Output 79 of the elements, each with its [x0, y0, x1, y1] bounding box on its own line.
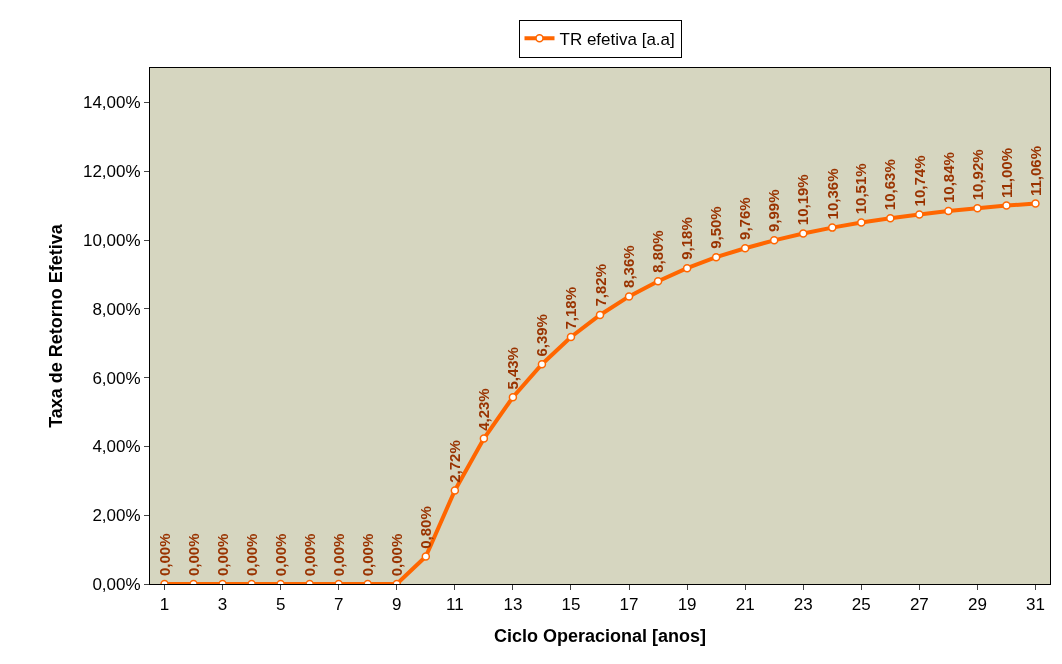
- y-tick-label: 2,00%: [92, 506, 141, 526]
- point: [537, 359, 547, 369]
- point: [450, 486, 460, 495]
- data-label: 9,18%: [678, 217, 696, 260]
- point: [769, 236, 779, 245]
- point: [828, 223, 837, 232]
- data-label: 0,00%: [359, 533, 377, 577]
- point: [566, 332, 576, 342]
- point: [479, 434, 489, 443]
- point: [653, 277, 663, 286]
- x-tick-label: 7: [333, 595, 344, 615]
- x-tick-label: 13: [503, 595, 523, 615]
- data-label: 6,39%: [533, 314, 551, 357]
- y-tick-label: 8,00%: [92, 299, 141, 319]
- data-label: 10,19%: [794, 174, 812, 226]
- x-tick-label: 5: [275, 595, 286, 615]
- data-label: 0,00%: [214, 533, 232, 577]
- data-label: 11,00%: [997, 148, 1015, 199]
- x-tick-label: 27: [909, 595, 929, 615]
- point: [1002, 201, 1011, 210]
- data-label: 9,50%: [707, 206, 725, 249]
- y-tick-label: 14,00%: [82, 93, 141, 113]
- y-axis-title: Taxa de Retorno Efetiva: [46, 223, 67, 428]
- data-label: 2,72%: [445, 440, 463, 483]
- data-label: 10,74%: [911, 155, 929, 207]
- x-tick-label: 25: [851, 595, 871, 615]
- point: [711, 252, 721, 262]
- data-label: 0,00%: [388, 533, 406, 577]
- x-tick-label: 3: [217, 595, 228, 615]
- x-tick-label: 17: [619, 595, 639, 615]
- point: [915, 210, 924, 219]
- y-tick-label: 12,00%: [82, 162, 141, 182]
- data-label: 10,51%: [852, 163, 870, 215]
- point: [886, 214, 895, 223]
- x-tick-label: 31: [1026, 595, 1045, 615]
- data-label: 10,92%: [968, 149, 986, 201]
- point: [508, 392, 518, 402]
- x-tick-label: 9: [392, 595, 402, 615]
- point: [944, 206, 953, 216]
- legend-label: TR efetiva [a.a]: [559, 29, 675, 49]
- data-label: 10,84%: [939, 152, 957, 203]
- x-tick-label: 29: [967, 595, 987, 615]
- x-tick-label: 23: [793, 595, 813, 615]
- point: [740, 244, 750, 253]
- point: [624, 292, 634, 301]
- x-tick-label: 15: [561, 595, 581, 615]
- data-label: 0,00%: [156, 533, 174, 577]
- data-label: 7,18%: [562, 286, 580, 330]
- data-label: 0,00%: [330, 533, 348, 577]
- data-label: 10,63%: [881, 159, 899, 211]
- data-label: 9,99%: [765, 189, 783, 233]
- y-tick-label: 6,00%: [92, 368, 141, 388]
- x-tick-label: 1: [159, 595, 170, 615]
- point: [857, 218, 866, 227]
- data-label: 0,80%: [416, 506, 434, 549]
- x-axis-title: Ciclo Operacional [anos]: [493, 625, 707, 646]
- data-label: 0,00%: [185, 533, 203, 577]
- point: [973, 204, 982, 213]
- x-tick-label: 11: [446, 595, 464, 615]
- data-label: 7,82%: [591, 263, 609, 307]
- data-label: 8,36%: [620, 245, 638, 288]
- x-tick-label: 21: [735, 595, 755, 615]
- point: [595, 310, 605, 320]
- data-label: 0,00%: [243, 533, 261, 577]
- point: [1031, 199, 1040, 208]
- data-label: 0,00%: [272, 533, 290, 577]
- data-label: 8,80%: [649, 230, 667, 273]
- data-label: 0,00%: [301, 533, 319, 577]
- data-label: 4,23%: [474, 388, 492, 431]
- data-label: 10,36%: [824, 168, 842, 220]
- data-label: 9,76%: [736, 197, 754, 240]
- data-label: 11,06%: [1026, 145, 1044, 197]
- x-tick-label: 19: [677, 595, 697, 615]
- y-tick-label: 4,00%: [92, 437, 141, 457]
- y-tick-label: 0,00%: [92, 574, 141, 594]
- y-tick-label: 10,00%: [82, 230, 141, 250]
- point: [798, 229, 808, 238]
- point: [682, 263, 692, 273]
- data-label: 5,43%: [504, 347, 522, 390]
